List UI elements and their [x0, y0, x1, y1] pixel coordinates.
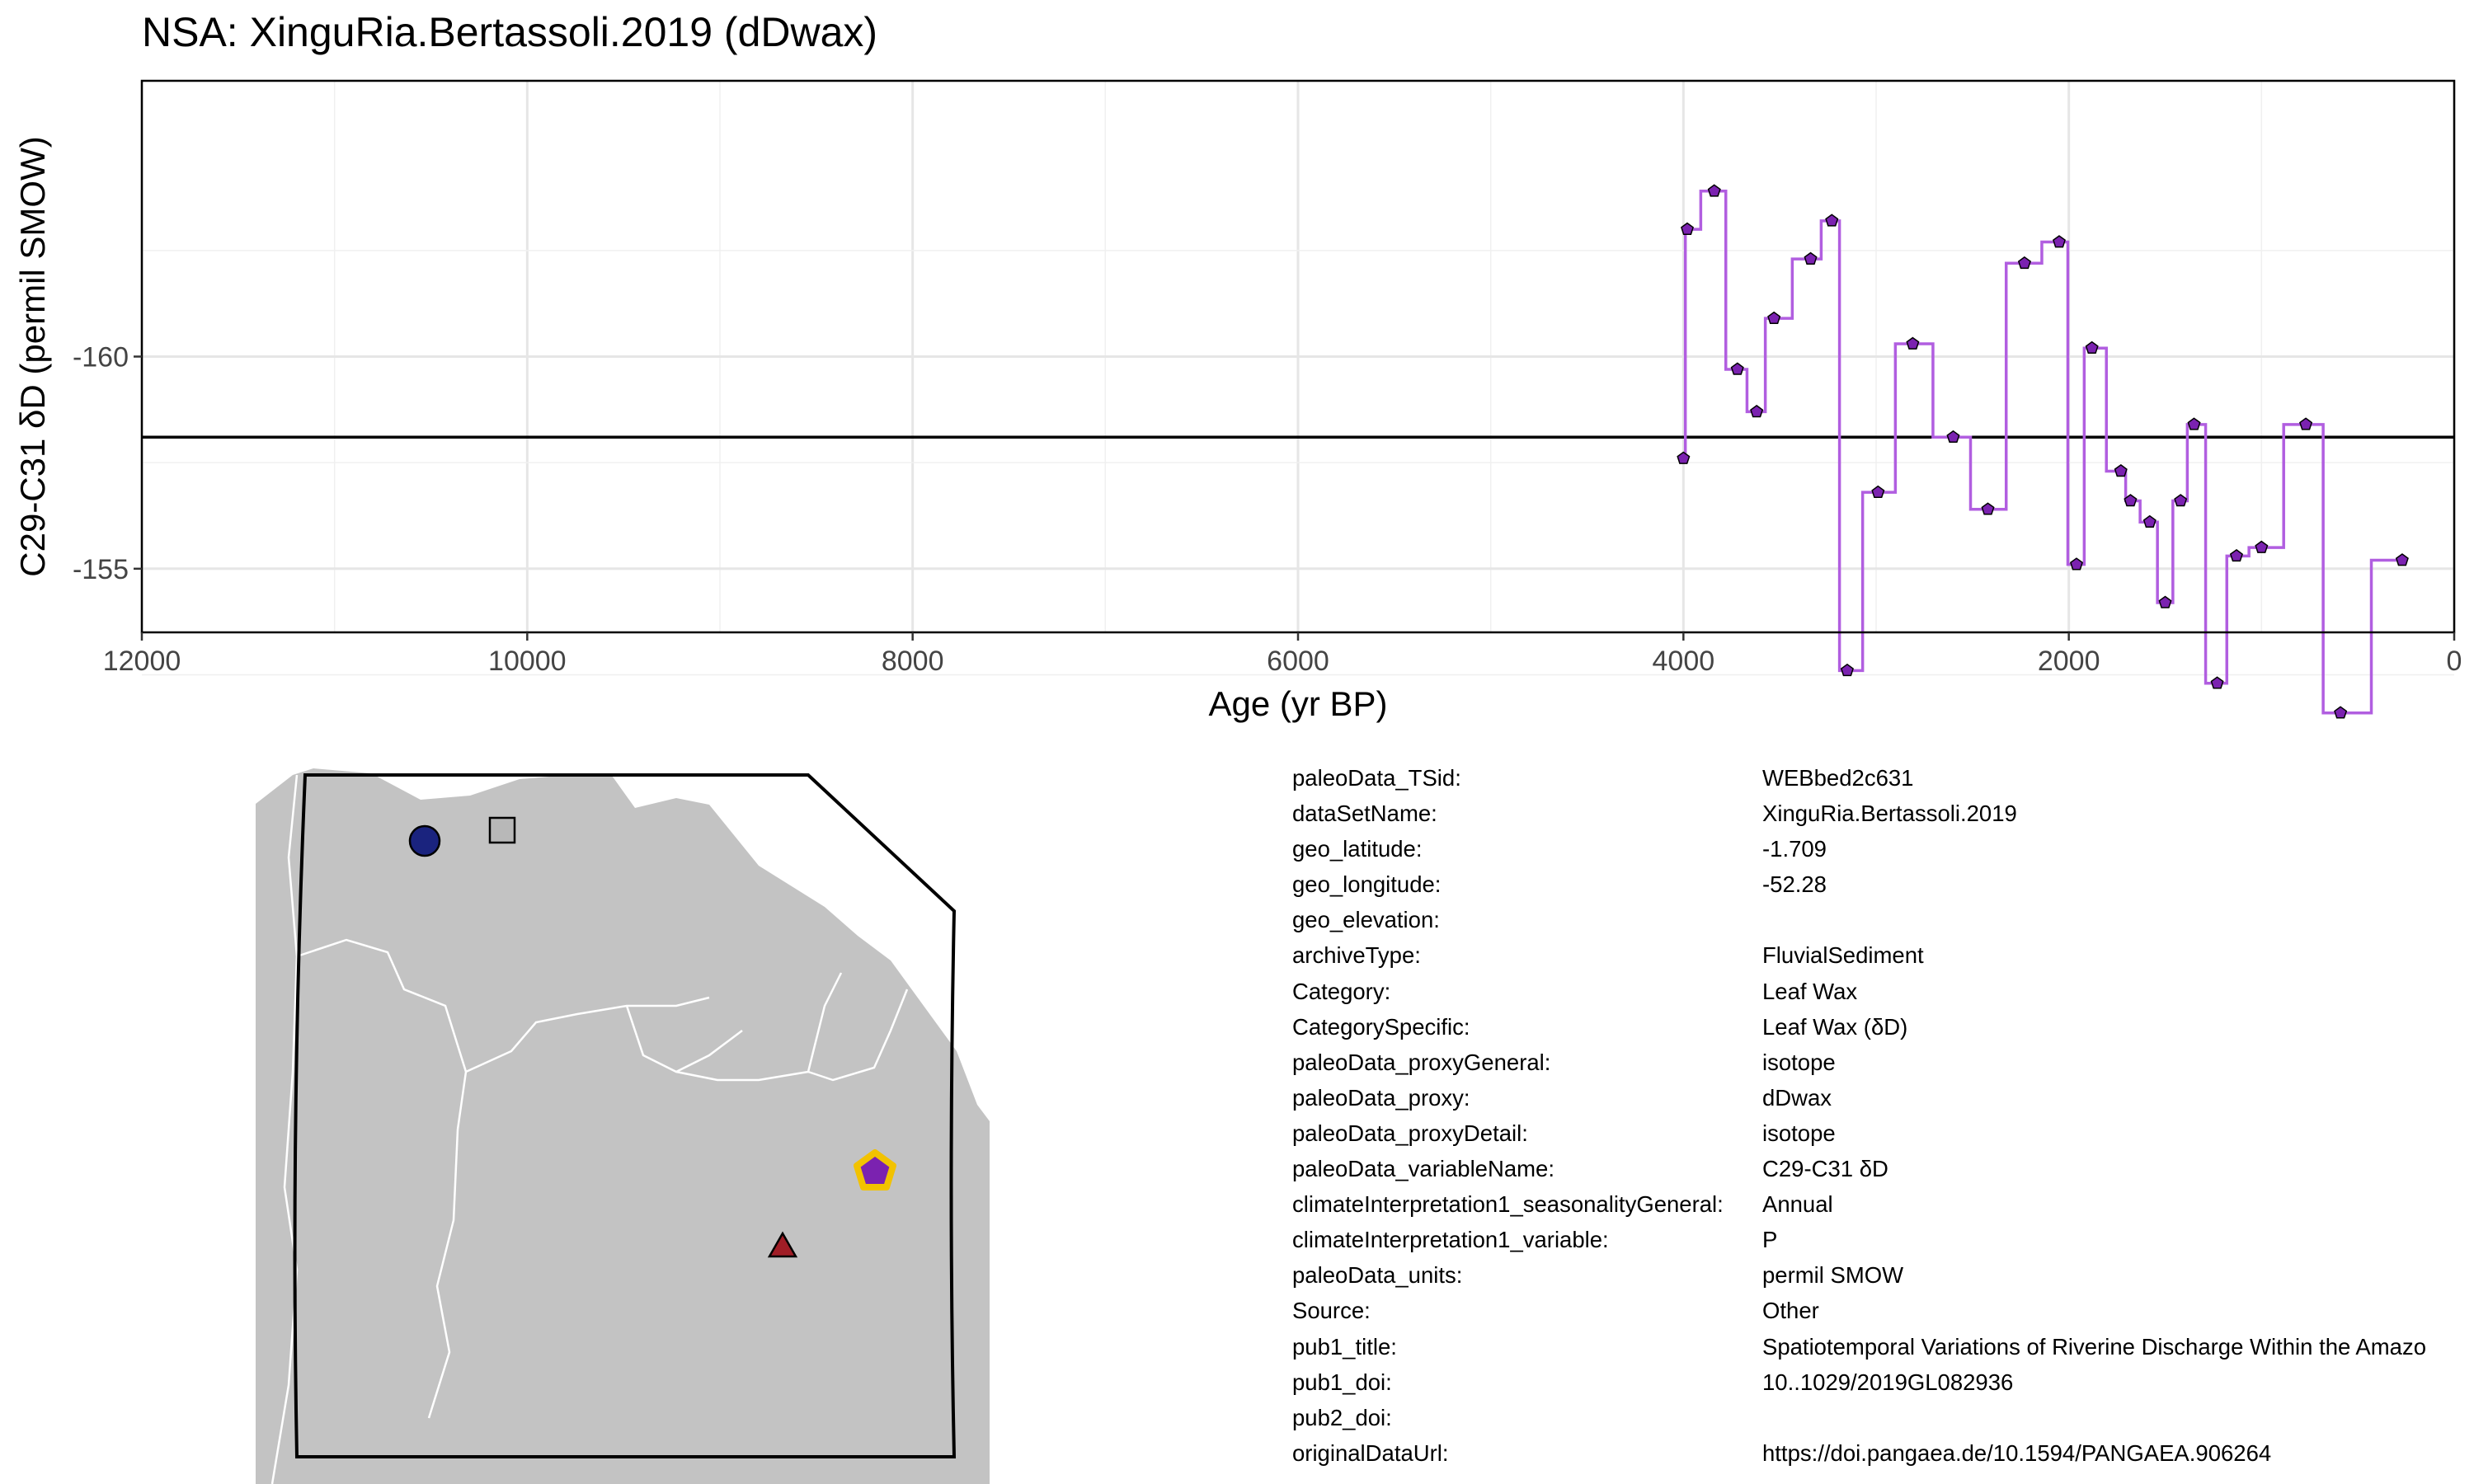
x-tick-label: 4000	[1653, 646, 1715, 677]
metadata-value: https://doi.pangaea.de/10.1594/PANGAEA.9…	[1762, 1439, 2272, 1466]
metadata-key: CategorySpecific:	[1292, 1013, 1470, 1040]
data-point	[1946, 430, 1960, 444]
data-point	[1871, 485, 1885, 498]
data-point	[2395, 553, 2409, 566]
metadata-key: paleoData_proxy:	[1292, 1084, 1470, 1111]
data-point	[1677, 451, 1691, 464]
data-point	[2070, 557, 2083, 571]
x-tick-label: 0	[2447, 646, 2462, 677]
data-point	[2114, 463, 2128, 477]
data-point	[1707, 184, 1721, 197]
x-tick-label: 6000	[1267, 646, 1329, 677]
data-point	[2255, 540, 2269, 553]
data-point	[1981, 502, 1995, 515]
metadata-key: Source:	[1292, 1298, 1371, 1324]
data-point	[2017, 256, 2031, 270]
chart-title: NSA: XinguRia.Bertassoli.2019 (dDwax)	[142, 9, 878, 55]
site-marker-triangle	[767, 1231, 798, 1258]
data-point	[2124, 494, 2138, 507]
metadata-key: climateInterpretation1_seasonalityGenera…	[1292, 1191, 1724, 1218]
metadata-value: Spatiotemporal Variations of Riverine Di…	[1762, 1333, 2427, 1360]
metadata-value: WEBbed2c631	[1762, 765, 1914, 791]
data-point	[1767, 311, 1781, 325]
data-point	[1825, 214, 1839, 227]
map-canvas	[256, 768, 990, 1484]
data-markers	[1677, 184, 2409, 719]
metadata-value: FluvialSediment	[1762, 942, 1924, 969]
site-marker-square	[488, 816, 516, 844]
metadata-value: isotope	[1762, 1049, 1836, 1075]
metadata-key: paleoData_variableName:	[1292, 1156, 1554, 1182]
y-axis-title: C29-C31 δD (permil SMOW)	[13, 136, 52, 576]
site-map	[247, 758, 990, 1484]
metadata-key: paleoData_proxyGeneral:	[1292, 1049, 1551, 1075]
metadata-key: geo_elevation:	[1292, 907, 1440, 933]
metadata-key: pub1_title:	[1292, 1333, 1397, 1360]
metadata-key: originalDataUrl:	[1292, 1439, 1449, 1466]
data-point	[1804, 251, 1818, 265]
data-point	[2158, 595, 2172, 608]
metadata-key: dataSetName:	[1292, 801, 1437, 827]
metadata-key: geo_latitude:	[1292, 836, 1423, 862]
metadata-value: P	[1762, 1227, 1778, 1253]
metadata-value: Leaf Wax (δD)	[1762, 1013, 1908, 1040]
axis-ticks: 12000 10000 8000 6000 4000 2000 0 -160 -155	[73, 342, 2462, 678]
data-point	[1730, 362, 1744, 375]
metadata-value: Annual	[1762, 1191, 1833, 1218]
x-tick-label: 8000	[882, 646, 944, 677]
x-axis-title: Age (yr BP)	[1208, 684, 1387, 723]
x-tick-label: 10000	[488, 646, 567, 677]
site-marker-pentagon-highlight	[854, 1149, 896, 1190]
time-series-chart: 12000 10000 8000 6000 4000 2000 0 -160 -155 Age …	[13, 79, 2462, 723]
y-tick-label: -160	[73, 342, 129, 373]
country-borders	[270, 774, 909, 1484]
metadata-key: paleoData_TSid:	[1292, 765, 1461, 791]
metadata-key: archiveType:	[1292, 942, 1421, 969]
data-point	[2334, 706, 2348, 719]
metadata-key: pub1_doi:	[1292, 1369, 1392, 1395]
metadata-value: Other	[1762, 1298, 1819, 1324]
data-point	[1840, 663, 1854, 677]
data-point	[2299, 417, 2313, 430]
data-point	[1906, 336, 1920, 350]
region-box	[293, 773, 957, 1458]
metadata-value: -1.709	[1762, 836, 1827, 862]
data-point	[1681, 222, 1694, 235]
metadata-key: climateInterpretation1_variable:	[1292, 1227, 1609, 1253]
metadata-key: pub2_doi:	[1292, 1404, 1392, 1430]
site-marker-circle	[408, 824, 441, 857]
data-point	[2085, 340, 2099, 355]
metadata-key: paleoData_proxyDetail:	[1292, 1120, 1528, 1146]
metadata-value: 10..1029/2019GL082936	[1762, 1369, 2014, 1395]
metadata-key: paleoData_units:	[1292, 1262, 1463, 1289]
x-tick-label: 12000	[103, 646, 181, 677]
metadata-key: geo_longitude:	[1292, 871, 1442, 898]
data-point	[2229, 548, 2243, 562]
land-mass	[256, 768, 990, 1484]
metadata-key: Category:	[1292, 978, 1391, 1004]
metadata-value: C29-C31 δD	[1762, 1156, 1888, 1182]
data-point	[2210, 676, 2224, 689]
metadata-value: isotope	[1762, 1120, 1836, 1146]
x-tick-label: 2000	[2038, 646, 2100, 677]
metadata-value: dDwax	[1762, 1084, 1832, 1111]
data-point	[2174, 494, 2188, 507]
data-point	[2142, 514, 2157, 528]
data-point	[2053, 235, 2066, 248]
data-point	[2187, 417, 2201, 430]
data-point	[1750, 404, 1764, 418]
metadata-value: XinguRia.Bertassoli.2019	[1762, 801, 2017, 827]
metadata-value: permil SMOW	[1762, 1262, 1904, 1289]
metadata-value: Leaf Wax	[1762, 978, 1858, 1004]
y-tick-label: -155	[73, 554, 129, 585]
metadata-value: -52.28	[1762, 871, 1827, 898]
